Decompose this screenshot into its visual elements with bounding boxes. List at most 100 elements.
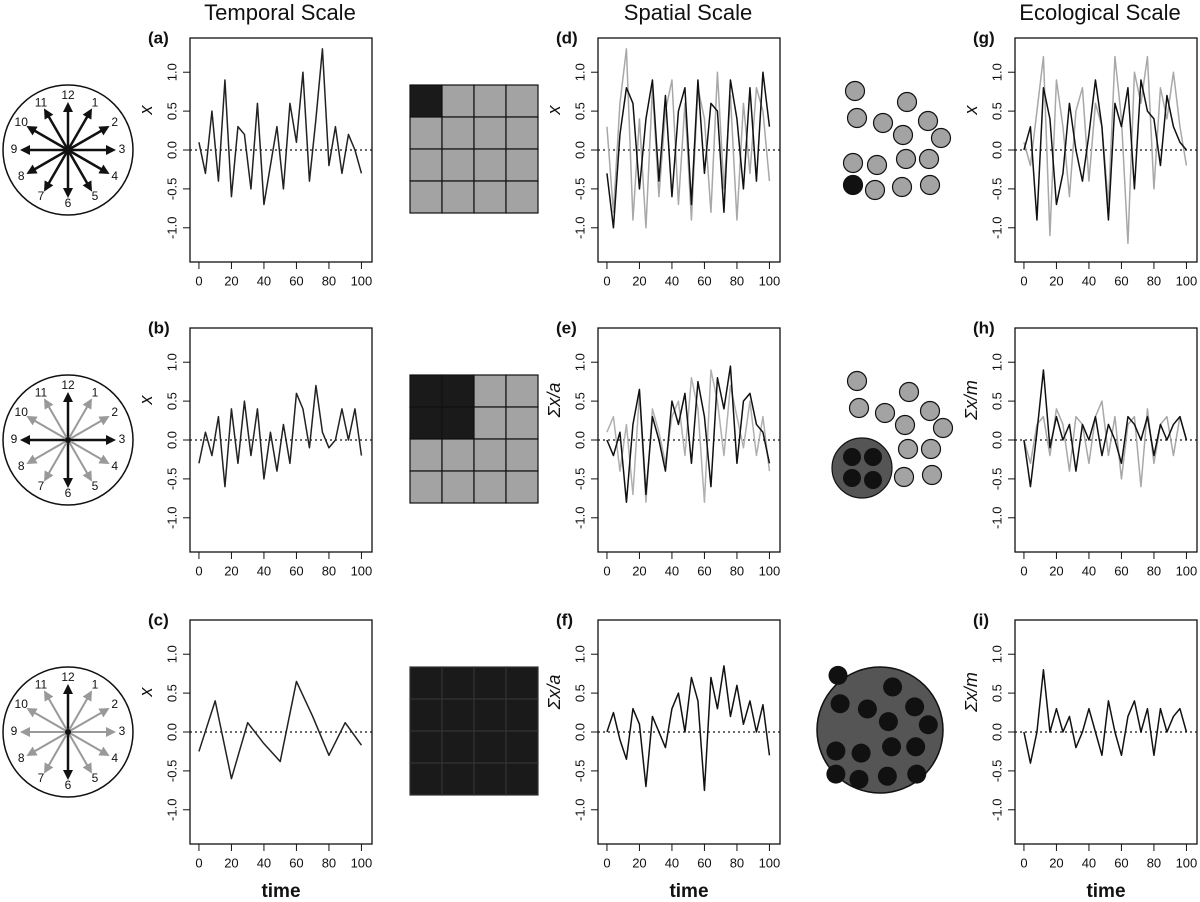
- clock-number: 2: [111, 115, 118, 129]
- group: [831, 437, 893, 499]
- x-tick-label: 80: [1147, 563, 1161, 578]
- x-tick-label: 60: [697, 855, 711, 870]
- clock-number: 12: [61, 378, 75, 392]
- x-tick-label: 0: [1020, 273, 1027, 288]
- species: [917, 110, 939, 132]
- y-axis-label: Σx/m: [961, 380, 981, 421]
- grid-cell: [441, 698, 475, 732]
- x-tick-label: 0: [195, 855, 202, 870]
- clock-arrow: [31, 148, 69, 173]
- clock-number: 6: [65, 778, 72, 792]
- grid-cell: [473, 180, 507, 214]
- clock-number: 7: [38, 479, 45, 493]
- series-line: [198, 48, 363, 206]
- panel-label: (h): [973, 318, 995, 337]
- clock-number: 3: [119, 432, 126, 446]
- x-tick-label: 80: [322, 273, 336, 288]
- y-tick-label: -1.0: [164, 507, 179, 529]
- arrow-head: [20, 435, 30, 445]
- y-tick-label: 0.0: [989, 431, 1004, 449]
- grid-cell: [505, 762, 539, 796]
- x-tick-label: 80: [730, 273, 744, 288]
- clock-arrow: [66, 149, 91, 187]
- clock-arrow: [67, 127, 105, 152]
- x-tick-label: 0: [603, 273, 610, 288]
- grid-cell: [441, 730, 475, 764]
- y-axis-label: Σx/m: [961, 672, 981, 713]
- x-tick-label: 60: [289, 563, 303, 578]
- species: [864, 448, 882, 466]
- x-tick-label: 100: [351, 273, 373, 288]
- x-tick-label: 100: [1176, 855, 1198, 870]
- arrow-head: [98, 164, 110, 174]
- grid-cell: [473, 730, 507, 764]
- clock-number: 1: [92, 677, 99, 691]
- species: [857, 699, 877, 719]
- x-axis-label: time: [669, 881, 708, 902]
- grid-cell: [505, 666, 539, 700]
- x-tick-label: 0: [603, 563, 610, 578]
- y-axis-label: x: [136, 105, 156, 116]
- clock-number: 10: [15, 697, 29, 711]
- clock-arrow: [67, 418, 105, 441]
- clock-arrow: [46, 695, 69, 733]
- clock-number: 9: [11, 432, 18, 446]
- grid-cell: [409, 406, 443, 440]
- y-tick-label: 0.0: [164, 141, 179, 159]
- y-tick-label: -1.0: [164, 799, 179, 821]
- arrow-head: [82, 690, 92, 702]
- grid-cell: [505, 180, 539, 214]
- clock-number: 4: [111, 459, 118, 473]
- y-tick-label: -0.5: [572, 760, 587, 782]
- grid-cell: [441, 762, 475, 796]
- arrow-head: [98, 454, 110, 464]
- panel-label: (f): [556, 610, 573, 629]
- clock-number: 5: [92, 479, 99, 493]
- clock-number: 8: [18, 459, 25, 473]
- y-tick-label: 1.0: [989, 63, 1004, 81]
- species: [828, 665, 848, 685]
- species: [895, 148, 917, 170]
- panel-label: (c): [148, 610, 169, 629]
- grid-cell: [505, 698, 539, 732]
- arrow-head: [20, 145, 30, 155]
- series-line: [1023, 79, 1188, 221]
- grid-cell: [441, 148, 475, 182]
- x-tick-label: 20: [632, 563, 646, 578]
- panel-label: (g): [973, 28, 995, 47]
- clock-arrow: [67, 731, 105, 754]
- x-tick-label: 60: [697, 563, 711, 578]
- arrow-head: [82, 180, 92, 192]
- column-title: Ecological Scale: [1019, 0, 1180, 25]
- clock-center: [65, 147, 71, 153]
- clock-arrow: [67, 439, 90, 477]
- species: [897, 438, 919, 460]
- clock-arrow: [46, 403, 69, 441]
- y-tick-label: 0.0: [572, 431, 587, 449]
- x-tick-label: 20: [224, 273, 238, 288]
- species: [842, 152, 864, 174]
- species: [932, 417, 954, 439]
- arrow-head: [98, 126, 110, 136]
- grid-cell: [473, 84, 507, 118]
- x-tick-label: 60: [697, 273, 711, 288]
- arrow-head: [63, 188, 73, 198]
- species: [898, 381, 920, 403]
- arrow-head: [63, 392, 73, 402]
- x-tick-label: 60: [289, 855, 303, 870]
- x-tick-label: 0: [1020, 855, 1027, 870]
- grid-cell: [473, 666, 507, 700]
- arrow-head: [44, 180, 54, 192]
- y-tick-label: -0.5: [164, 760, 179, 782]
- species: [893, 466, 915, 488]
- species: [830, 694, 850, 714]
- grid-cell: [441, 666, 475, 700]
- species: [894, 414, 916, 436]
- clock-number: 9: [11, 142, 18, 156]
- clock-number: 5: [92, 771, 99, 785]
- species: [905, 697, 925, 717]
- x-tick-label: 100: [351, 855, 373, 870]
- grid-cell: [505, 406, 539, 440]
- y-tick-label: -1.0: [164, 217, 179, 239]
